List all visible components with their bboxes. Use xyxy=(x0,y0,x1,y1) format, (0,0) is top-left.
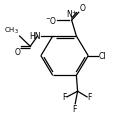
Text: Cl: Cl xyxy=(98,52,106,61)
Text: $^{-}$O: $^{-}$O xyxy=(45,15,57,26)
Text: CH$_3$: CH$_3$ xyxy=(4,26,19,36)
Text: N$^{+}$: N$^{+}$ xyxy=(66,8,78,20)
Text: F: F xyxy=(88,93,92,102)
Text: F: F xyxy=(62,93,66,102)
Text: F: F xyxy=(72,104,77,113)
Text: HN: HN xyxy=(29,32,40,41)
Text: O: O xyxy=(79,4,85,13)
Text: O: O xyxy=(14,47,20,56)
